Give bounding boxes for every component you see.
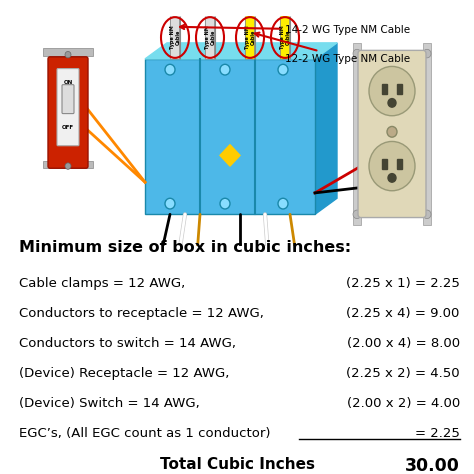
Text: Type NM
Cable: Type NM Cable <box>170 26 181 49</box>
Circle shape <box>369 141 415 191</box>
Text: Total Cubic Inches: Total Cubic Inches <box>159 457 315 472</box>
Text: (2.25 x 4) = 9.00: (2.25 x 4) = 9.00 <box>346 307 460 320</box>
Text: 14-2 WG Type NM Cable: 14-2 WG Type NM Cable <box>180 25 410 35</box>
Text: = 2.25: = 2.25 <box>415 427 460 440</box>
Circle shape <box>278 198 288 209</box>
Bar <box>43 161 93 168</box>
Text: Type NM
Cable: Type NM Cable <box>245 26 255 49</box>
Circle shape <box>388 99 396 107</box>
Circle shape <box>353 210 361 219</box>
Text: Conductors to receptacle = 12 AWG,: Conductors to receptacle = 12 AWG, <box>19 307 264 320</box>
Text: 12-2 WG Type NM Cable: 12-2 WG Type NM Cable <box>255 33 410 64</box>
Text: OFF: OFF <box>62 125 74 129</box>
Text: (Device) Switch = 14 AWG,: (Device) Switch = 14 AWG, <box>19 397 200 410</box>
Text: EGC’s, (All EGC count as 1 conductor): EGC’s, (All EGC count as 1 conductor) <box>19 427 271 440</box>
Bar <box>382 159 387 169</box>
Bar <box>353 43 361 225</box>
Polygon shape <box>315 43 337 214</box>
FancyBboxPatch shape <box>57 69 79 146</box>
Bar <box>397 159 402 169</box>
Circle shape <box>369 66 415 116</box>
Circle shape <box>278 64 288 75</box>
Circle shape <box>220 64 230 75</box>
FancyBboxPatch shape <box>358 50 426 218</box>
Bar <box>145 59 315 214</box>
FancyBboxPatch shape <box>48 57 88 168</box>
Bar <box>423 43 431 225</box>
Circle shape <box>65 52 71 58</box>
Circle shape <box>423 210 431 219</box>
Circle shape <box>423 49 431 58</box>
Bar <box>397 83 402 94</box>
Text: (Device) Receptacle = 12 AWG,: (Device) Receptacle = 12 AWG, <box>19 367 229 380</box>
Text: Type NM
Cable: Type NM Cable <box>205 26 215 49</box>
Text: 30.00: 30.00 <box>405 457 460 474</box>
Circle shape <box>65 163 71 169</box>
FancyBboxPatch shape <box>62 85 74 114</box>
Text: (2.00 x 2) = 4.00: (2.00 x 2) = 4.00 <box>346 397 460 410</box>
Bar <box>382 83 387 94</box>
Polygon shape <box>220 145 240 166</box>
Circle shape <box>353 49 361 58</box>
Text: (2.00 x 4) = 8.00: (2.00 x 4) = 8.00 <box>346 337 460 350</box>
Text: ON: ON <box>64 80 73 84</box>
Text: Minimum size of box in cubic inches:: Minimum size of box in cubic inches: <box>19 240 351 255</box>
Text: (2.25 x 2) = 4.50: (2.25 x 2) = 4.50 <box>346 367 460 380</box>
Text: Cable clamps = 12 AWG,: Cable clamps = 12 AWG, <box>19 277 185 290</box>
Circle shape <box>387 127 397 137</box>
Circle shape <box>165 198 175 209</box>
Bar <box>43 48 93 56</box>
Text: (2.25 x 1) = 2.25: (2.25 x 1) = 2.25 <box>346 277 460 290</box>
Text: Type NM
Cable: Type NM Cable <box>280 26 291 49</box>
Polygon shape <box>145 43 337 59</box>
Circle shape <box>220 198 230 209</box>
Text: Conductors to switch = 14 AWG,: Conductors to switch = 14 AWG, <box>19 337 236 350</box>
Circle shape <box>388 173 396 182</box>
Circle shape <box>165 64 175 75</box>
